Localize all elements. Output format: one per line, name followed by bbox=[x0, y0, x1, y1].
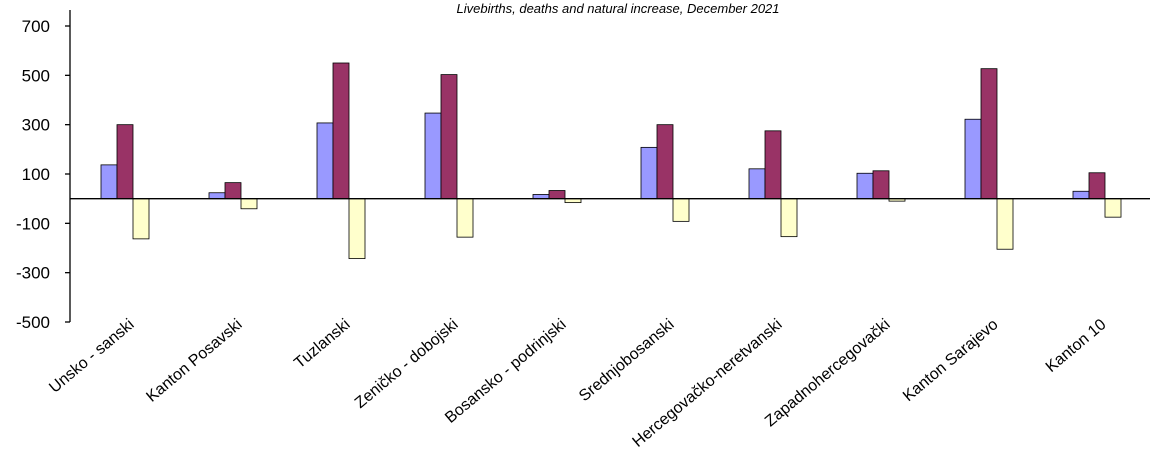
bar-series-1 bbox=[748, 168, 766, 200]
y-tick-label: 100 bbox=[22, 165, 50, 184]
chart-title: Livebirths, deaths and natural increase,… bbox=[456, 1, 779, 16]
bar-series-3 bbox=[996, 198, 1014, 250]
y-tick-label: 500 bbox=[22, 66, 50, 85]
bar-series-3 bbox=[456, 198, 474, 238]
y-tick-label: -100 bbox=[16, 214, 50, 233]
bar-series-3 bbox=[672, 198, 690, 222]
category-label: Bosansko - podrinjski bbox=[442, 316, 569, 427]
y-tick-label: -300 bbox=[16, 264, 50, 283]
category-label: Zapadnohercegovački bbox=[762, 316, 894, 430]
bar-series-1 bbox=[964, 118, 982, 200]
bar-series-1 bbox=[640, 146, 658, 200]
category-label: Srednjobosanski bbox=[576, 316, 678, 405]
bar-series-1 bbox=[856, 172, 874, 200]
bar-series-3 bbox=[780, 198, 798, 238]
bar-series-2 bbox=[980, 68, 998, 200]
bar-series-2 bbox=[656, 124, 674, 200]
bars bbox=[100, 62, 1122, 260]
bar-series-2 bbox=[548, 190, 566, 200]
bar-series-1 bbox=[316, 122, 334, 200]
category-label: Kanton Sarajevo bbox=[900, 316, 1002, 405]
category-label: Kanton 10 bbox=[1043, 316, 1110, 376]
category-label: Unsko - sanski bbox=[46, 316, 137, 396]
bar-series-2 bbox=[872, 170, 890, 200]
bar-series-1 bbox=[208, 192, 226, 200]
category-label: Tuzlanski bbox=[291, 316, 353, 372]
bar-series-3 bbox=[348, 198, 366, 260]
bar-series-1 bbox=[1072, 190, 1090, 200]
bar-series-3 bbox=[1104, 198, 1122, 218]
bar-series-2 bbox=[224, 182, 242, 200]
y-tick-label: -500 bbox=[16, 313, 50, 332]
bar-series-1 bbox=[100, 164, 118, 200]
y-tick-label: 700 bbox=[22, 17, 50, 36]
bar-series-1 bbox=[424, 112, 442, 200]
category-label: Zeničko - dobojski bbox=[352, 316, 462, 412]
y-axis-ticks: 700 500 300 100 -100 -300 -500 bbox=[16, 17, 70, 332]
bar-series-2 bbox=[1088, 172, 1106, 200]
bar-series-2 bbox=[332, 62, 350, 200]
y-tick-label: 300 bbox=[22, 116, 50, 135]
bar-series-3 bbox=[240, 198, 258, 210]
category-labels: Unsko - sanski Kanton Posavski TuzlanskiZe… bbox=[46, 316, 1109, 451]
bar-series-2 bbox=[440, 74, 458, 200]
bar-series-2 bbox=[764, 130, 782, 200]
category-label: Kanton Posavski bbox=[143, 316, 245, 406]
bar-series-3 bbox=[132, 198, 150, 240]
bar-series-2 bbox=[116, 124, 134, 200]
